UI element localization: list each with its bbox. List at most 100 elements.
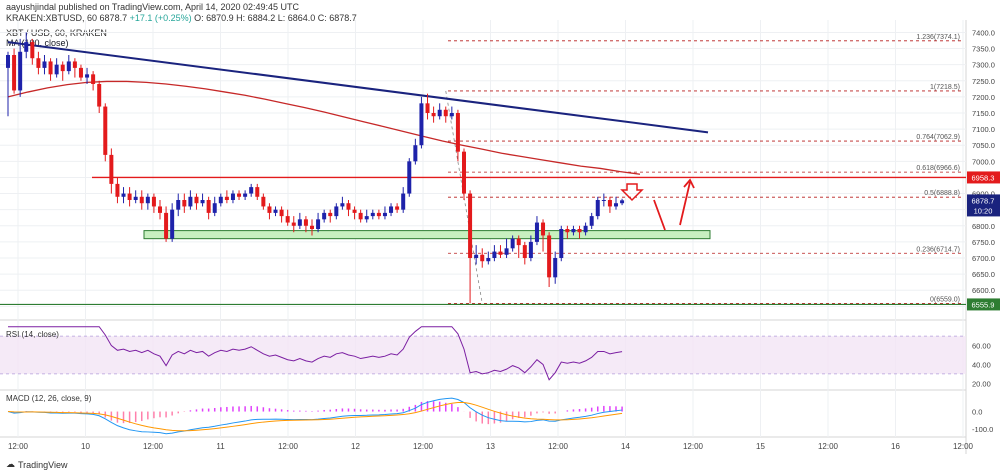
rsi-tick-label: 20.00 — [972, 379, 991, 388]
candle-body — [589, 216, 594, 226]
candle — [462, 148, 466, 200]
candle-body — [614, 203, 618, 207]
candle — [145, 193, 150, 210]
candle — [492, 245, 497, 262]
macd-tick-label: 0.0 — [972, 408, 982, 417]
candle-body — [182, 200, 187, 207]
candle — [66, 55, 71, 75]
y-tick-label: 6800.0 — [972, 222, 995, 231]
candle — [164, 206, 169, 242]
rsi-line — [8, 326, 623, 381]
candle — [395, 203, 400, 213]
fib-level-label: 0(6559.0) — [930, 296, 960, 303]
y-tick-label: 6650.0 — [972, 270, 995, 279]
rise-arrowhead-icon — [683, 178, 695, 189]
candle-body — [261, 196, 266, 207]
x-tick-label: 12:00 — [143, 442, 164, 451]
bearish-trend-line — [7, 41, 709, 134]
x-tick-label: 12:00 — [278, 442, 299, 451]
candle — [322, 209, 327, 223]
candle-body — [510, 238, 515, 249]
y-tick-label: 7250.0 — [972, 77, 995, 86]
candle-body — [54, 64, 59, 75]
candle-body — [230, 193, 235, 200]
candle-body — [389, 206, 394, 213]
candle — [255, 183, 260, 200]
candle — [358, 209, 363, 223]
bottom-price-label: 6555.9 — [972, 300, 995, 309]
x-tick-label: 12:00 — [548, 442, 569, 451]
candle-body — [449, 113, 454, 117]
macd-tick-label: -100.0 — [972, 425, 993, 434]
candle-body — [273, 209, 278, 213]
resistance-test-arrow-icon — [620, 183, 644, 202]
candle-body — [97, 84, 102, 107]
rsi-band — [0, 336, 966, 374]
candle — [91, 71, 96, 91]
candle — [504, 238, 509, 258]
candle — [565, 225, 570, 239]
candle — [455, 109, 460, 162]
candle — [249, 183, 254, 197]
candle-body — [553, 258, 558, 278]
candle — [425, 93, 430, 120]
y-tick-label: 6750.0 — [972, 238, 995, 247]
candle — [291, 216, 296, 233]
y-tick-label: 6900.0 — [972, 190, 995, 199]
candle — [133, 190, 138, 204]
candle-body — [401, 193, 406, 210]
candle-body — [6, 55, 10, 68]
dip-arrow-icon — [653, 199, 666, 231]
candle-body — [249, 187, 254, 194]
candle — [328, 209, 333, 223]
candle — [121, 187, 126, 204]
candle-body — [36, 58, 41, 68]
candle — [48, 58, 53, 81]
candle — [510, 235, 515, 252]
candle — [24, 32, 29, 59]
candle — [498, 245, 503, 258]
candle-body — [297, 219, 302, 226]
fib-level-label: 0.5(6888.8) — [924, 190, 960, 197]
candle — [212, 196, 217, 217]
candle-body — [455, 113, 460, 152]
candle — [553, 251, 558, 284]
tradingview-logo[interactable]: ☁ TradingView — [6, 459, 68, 470]
candle-body — [267, 206, 272, 213]
x-tick-label: 12:00 — [413, 442, 434, 451]
x-tick-label: 11 — [216, 442, 225, 451]
candle-body — [492, 251, 497, 258]
fib-level-label: 1.236(7374.1) — [916, 34, 960, 41]
candle-body — [376, 212, 381, 217]
x-tick-label: 13 — [486, 442, 495, 451]
candle — [346, 200, 351, 217]
fib-level-label: 0.236(6714.7) — [916, 246, 960, 253]
candle — [206, 196, 211, 220]
candle-body — [413, 145, 418, 162]
candle-body — [218, 196, 223, 204]
candle-body — [72, 61, 77, 68]
fib-level-label: 1(7218.5) — [930, 84, 960, 91]
candle — [303, 216, 308, 233]
candle-body — [66, 61, 71, 72]
candle-body — [206, 200, 211, 213]
rsi-tick-label: 60.00 — [972, 342, 991, 351]
candle-body — [528, 241, 533, 258]
candle — [78, 64, 83, 81]
signal-line — [7, 401, 623, 432]
candle-body — [78, 67, 83, 78]
chart-title: XBT / USD, 60, KRAKEN — [6, 28, 107, 38]
candle — [431, 106, 436, 123]
candle — [170, 203, 175, 242]
x-tick-label: 10 — [81, 442, 90, 451]
candle — [230, 190, 235, 204]
candle — [577, 225, 582, 239]
candle — [237, 190, 242, 200]
candle-body — [145, 196, 150, 204]
support-zone — [143, 230, 711, 240]
candle-body — [127, 193, 132, 200]
x-tick-label: 15 — [756, 442, 765, 451]
candle — [401, 187, 406, 213]
